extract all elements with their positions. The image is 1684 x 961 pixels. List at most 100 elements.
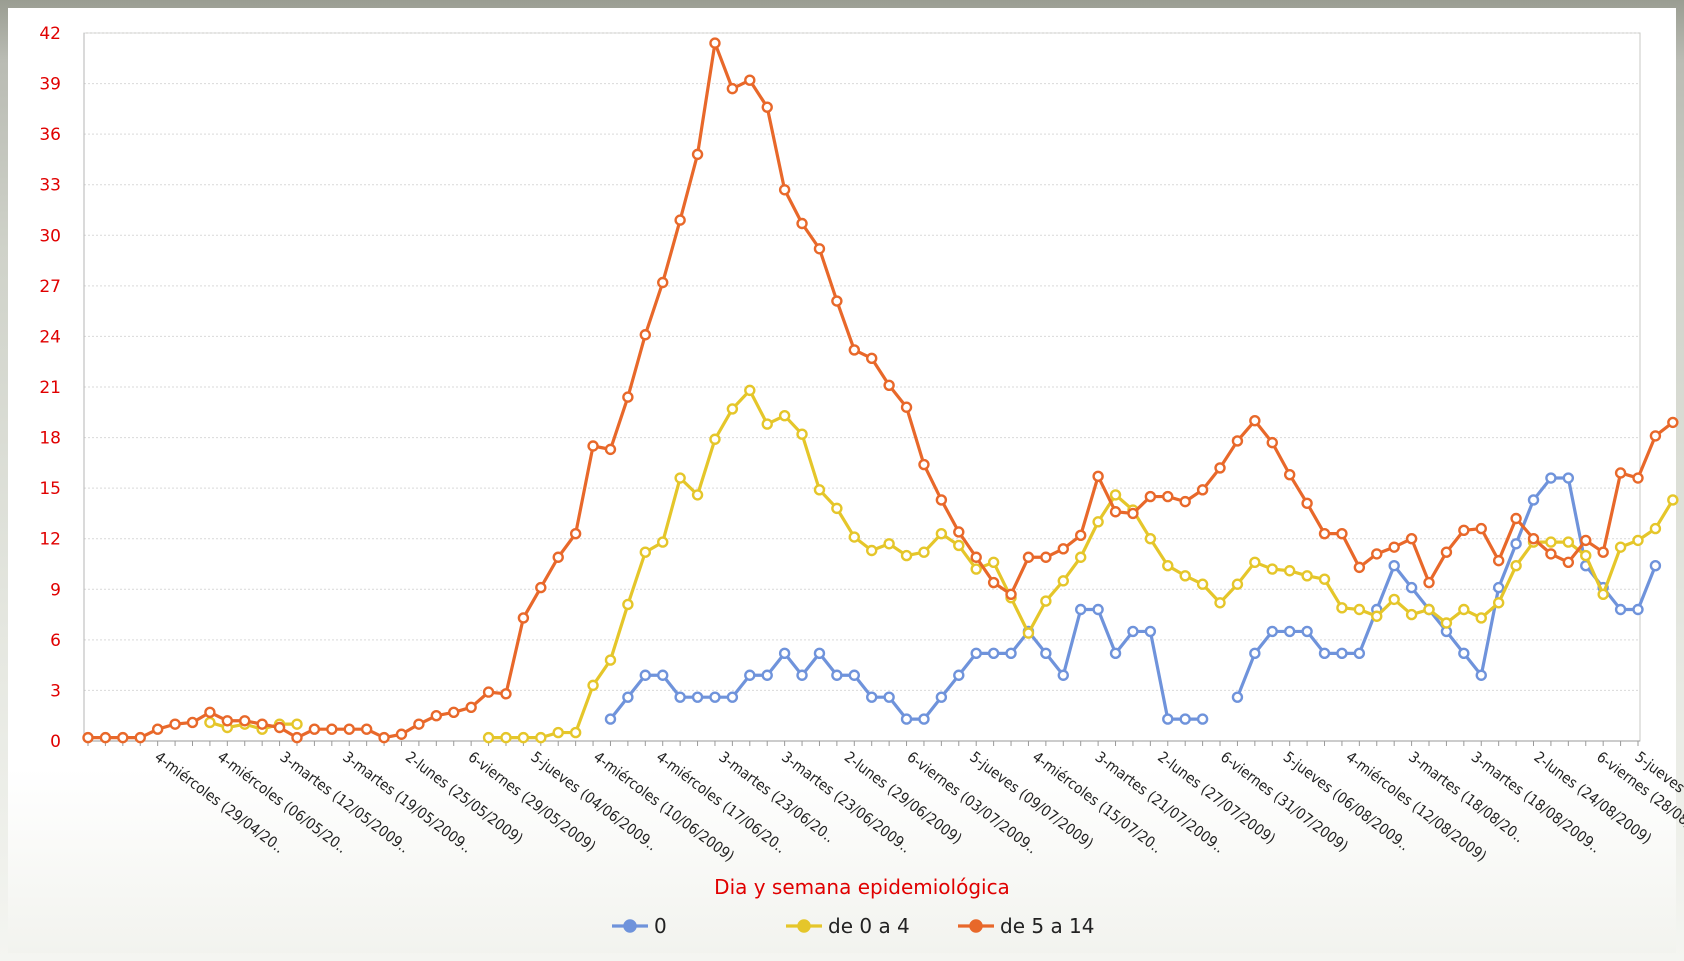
data-point: [1109, 489, 1122, 501]
data-point: [918, 458, 930, 471]
data-point: [1562, 536, 1575, 548]
data-point: [1667, 494, 1679, 506]
data-point: [622, 598, 634, 611]
data-point: [953, 669, 965, 681]
data-point: [726, 82, 739, 95]
data-point: [360, 723, 373, 735]
data-point: [1632, 603, 1644, 616]
data-point: [1022, 627, 1035, 639]
data-point: [1371, 610, 1383, 622]
data-point: [622, 391, 634, 403]
data-point: [1632, 472, 1644, 484]
data-point: [1458, 647, 1470, 660]
data-point: [1632, 534, 1644, 547]
data-point: [918, 546, 930, 558]
legend-label: de 0 a 4: [828, 914, 910, 938]
data-point: [866, 544, 878, 557]
data-point: [1405, 581, 1418, 594]
data-point: [987, 647, 1000, 660]
data-point: [1301, 570, 1313, 582]
data-point: [1179, 495, 1191, 508]
data-point: [953, 539, 965, 552]
data-point: [1614, 467, 1627, 479]
data-point: [1562, 556, 1575, 569]
data-point: [709, 433, 721, 445]
data-point: [1231, 691, 1244, 703]
data-point: [517, 731, 530, 744]
data-point: [1388, 559, 1400, 572]
data-point: [848, 669, 860, 681]
data-point: [1545, 548, 1557, 560]
data-point: [395, 728, 408, 740]
y-tick-label: 15: [39, 479, 61, 499]
data-point: [639, 329, 651, 341]
series-layer: [82, 37, 1679, 744]
legend-swatch-marker: [623, 919, 637, 933]
data-point: [674, 691, 686, 703]
data-point: [796, 217, 808, 230]
data-point: [134, 731, 146, 744]
data-point: [1301, 497, 1313, 510]
y-tick-label: 9: [50, 580, 61, 600]
data-point: [1283, 468, 1296, 481]
data-point: [1162, 713, 1174, 725]
data-point: [883, 691, 895, 703]
data-point: [1580, 549, 1592, 562]
data-point: [1057, 543, 1069, 555]
data-point: [1614, 603, 1627, 616]
data-point: [1527, 533, 1540, 545]
data-point: [1109, 647, 1122, 660]
data-point: [639, 546, 651, 558]
y-tick-label: 42: [39, 24, 61, 44]
data-point: [1562, 472, 1575, 484]
data-point: [239, 715, 251, 727]
data-point: [970, 647, 982, 660]
data-point: [848, 531, 860, 543]
data-point: [1318, 527, 1331, 540]
data-point: [744, 74, 756, 86]
data-point: [953, 526, 965, 538]
series-2: [82, 37, 1679, 744]
data-point: [569, 726, 582, 739]
data-point: [1196, 484, 1209, 496]
data-point: [569, 527, 582, 540]
legend: 0 de 0 a 4 de 5 a 14: [612, 914, 1095, 938]
data-point: [778, 409, 791, 422]
data-point: [935, 527, 948, 540]
data-point: [1249, 647, 1261, 660]
data-point: [726, 691, 739, 703]
data-point: [1040, 551, 1052, 563]
data-point: [1353, 603, 1366, 616]
data-point: [935, 691, 948, 703]
y-tick-label: 24: [39, 327, 61, 347]
x-axis: 4-miércoles (29/04/20..4-miércoles (06/0…: [84, 740, 1684, 865]
y-tick-label: 12: [39, 530, 61, 550]
data-point: [1162, 490, 1174, 503]
data-point: [482, 686, 495, 698]
data-point: [1283, 565, 1296, 577]
y-tick-label: 18: [39, 429, 61, 449]
data-point: [413, 718, 425, 730]
data-point: [500, 731, 512, 744]
data-point: [1475, 669, 1487, 681]
data-point: [186, 716, 199, 729]
data-point: [82, 731, 94, 744]
data-point: [291, 731, 303, 744]
y-tick-label: 33: [39, 176, 61, 196]
data-point: [1109, 506, 1122, 518]
data-point: [291, 718, 303, 730]
data-point: [744, 384, 756, 397]
data-point: [1196, 713, 1209, 725]
data-point: [900, 401, 913, 413]
data-point: [761, 418, 773, 430]
data-point: [1214, 597, 1226, 609]
data-point: [970, 551, 982, 563]
legend-swatch-marker: [969, 919, 983, 933]
data-point: [500, 688, 512, 700]
y-tick-label: 6: [50, 631, 61, 651]
data-point: [430, 710, 443, 722]
data-point: [1040, 647, 1052, 660]
data-point: [517, 612, 530, 624]
data-point: [1318, 573, 1331, 585]
